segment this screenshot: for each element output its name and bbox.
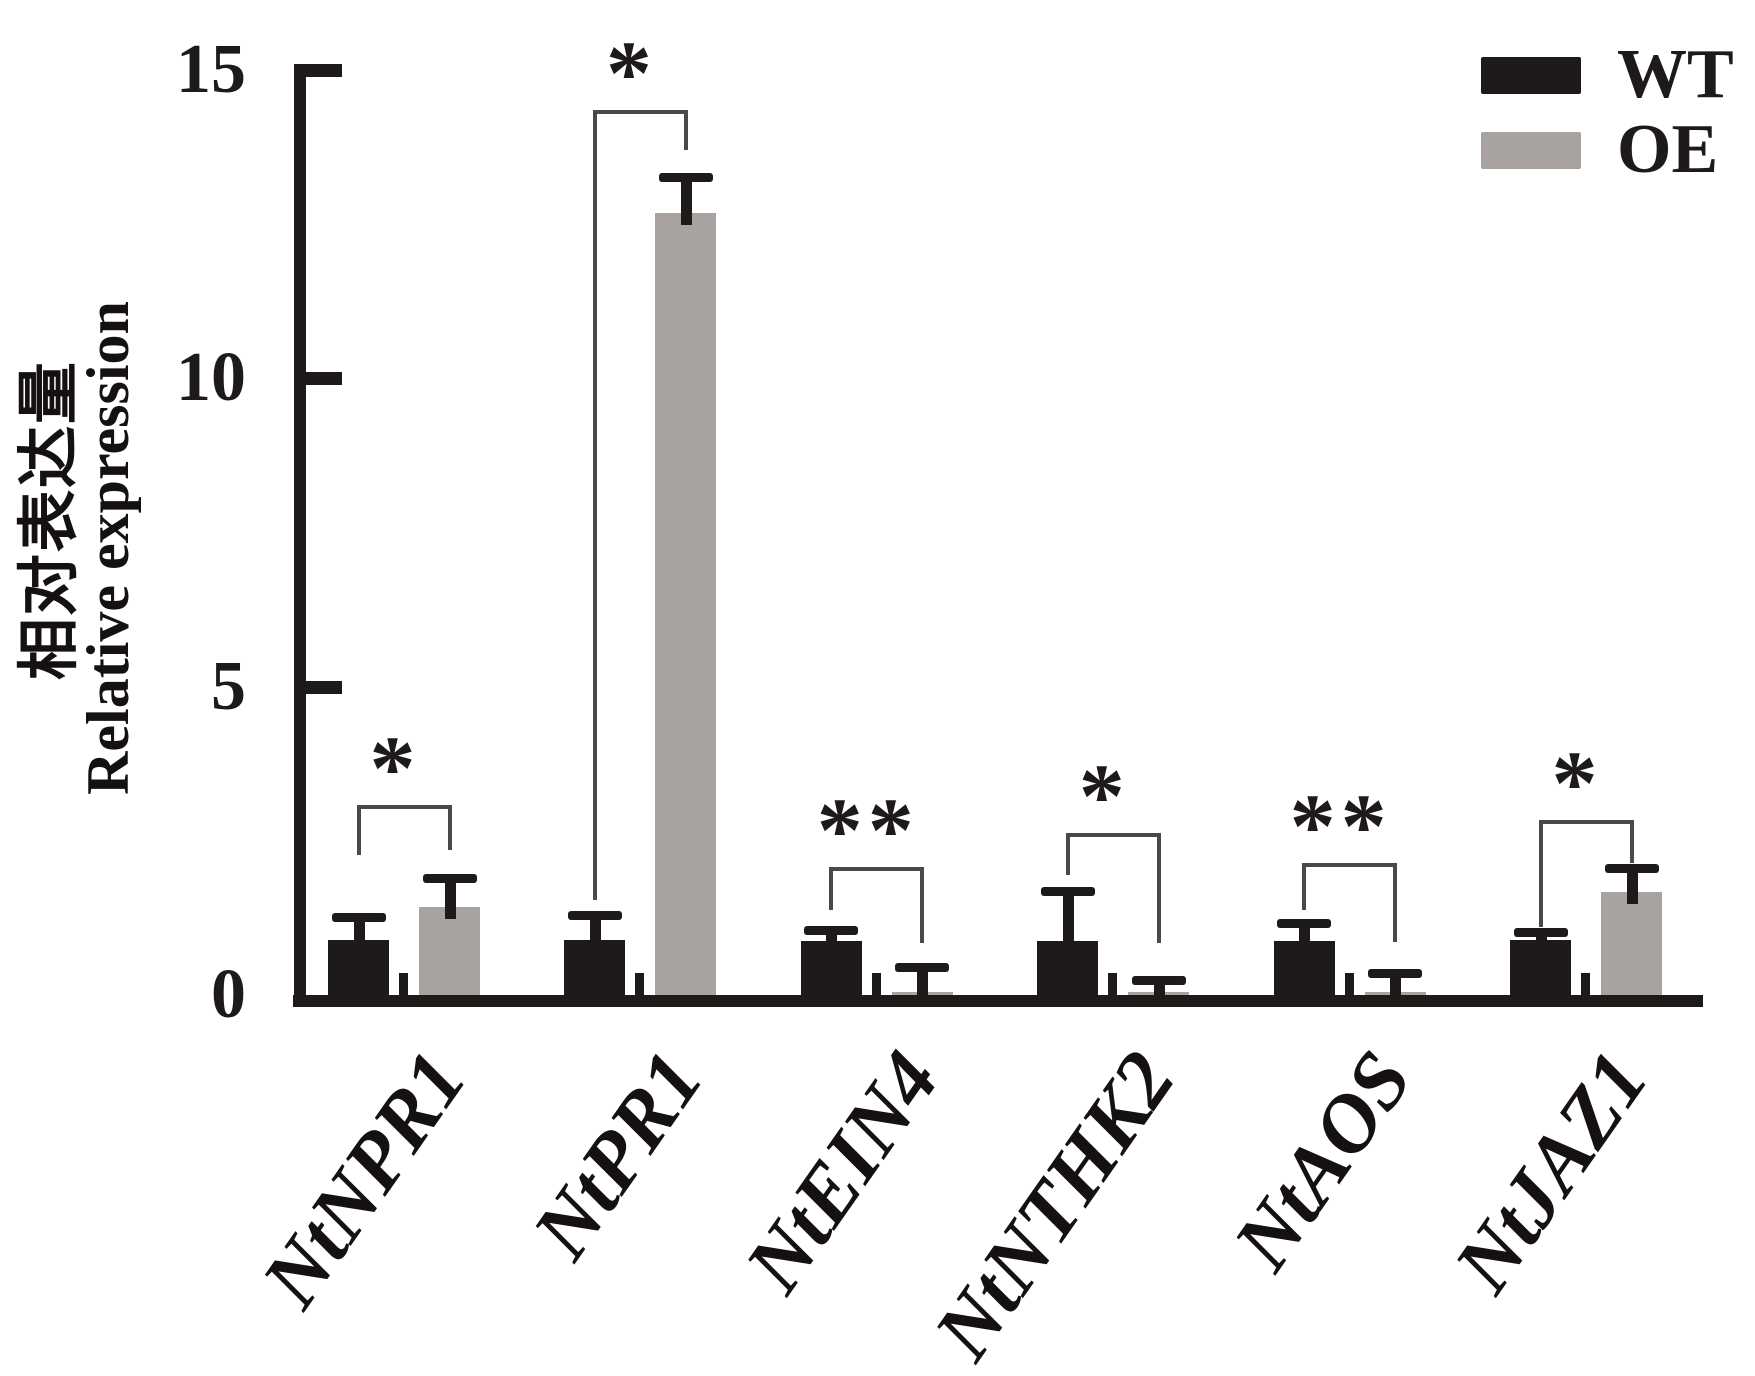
bar-oe-NtNPR1 bbox=[419, 906, 480, 995]
bar-oe-NtJAZ1 bbox=[1601, 892, 1662, 995]
sig-label-NtNPR1: * bbox=[369, 717, 421, 820]
errorcap-oe-NtNPR1 bbox=[422, 873, 477, 883]
x-tick-NtAOS bbox=[1344, 973, 1354, 995]
legend-swatch-wt bbox=[1481, 56, 1581, 94]
y-tick-10 bbox=[306, 372, 342, 386]
legend-item-wt: WT bbox=[1481, 36, 1734, 113]
sig-bracket-right-NtJAZ1 bbox=[1629, 819, 1634, 864]
y-tick-label-5: 5 bbox=[211, 647, 246, 725]
sig-bracket-left-NtEIN4 bbox=[829, 866, 834, 910]
sig-bracket-top-NtNTHK2 bbox=[1065, 832, 1161, 837]
y-tick-label-10: 10 bbox=[176, 339, 246, 417]
sig-bracket-right-NtEIN4 bbox=[920, 866, 925, 944]
errorbar-wt-NtJAZ1 bbox=[1535, 932, 1547, 959]
sig-bracket-top-NtJAZ1 bbox=[1538, 819, 1634, 824]
sig-bracket-left-NtAOS bbox=[1302, 863, 1307, 910]
x-category-label-NtAOS: NtAOS bbox=[1215, 1035, 1429, 1286]
errorcap-oe-NtNTHK2 bbox=[1131, 976, 1186, 986]
x-category-label-NtNTHK2: NtNTHK2 bbox=[916, 1035, 1193, 1376]
errorbar-oe-NtPR1 bbox=[680, 176, 692, 226]
sig-bracket-right-NtAOS bbox=[1393, 863, 1398, 942]
errorbar-wt-NtEIN4 bbox=[826, 930, 838, 960]
y-tick-5 bbox=[306, 680, 342, 694]
sig-label-NtAOS: ** bbox=[1289, 775, 1392, 878]
sig-label-NtJAZ1: * bbox=[1551, 731, 1603, 834]
sig-bracket-left-NtPR1 bbox=[592, 110, 597, 901]
errorbar-wt-NtNTHK2 bbox=[1062, 890, 1074, 959]
y-tick-15 bbox=[306, 63, 342, 77]
errorcap-oe-NtEIN4 bbox=[895, 963, 950, 973]
errorcap-wt-NtPR1 bbox=[567, 910, 622, 920]
errorbar-oe-NtJAZ1 bbox=[1626, 867, 1638, 904]
x-tick-NtNTHK2 bbox=[1108, 973, 1118, 995]
x-tick-NtEIN4 bbox=[871, 973, 881, 995]
y-axis-title-zh: 相对表达量 bbox=[16, 360, 84, 681]
x-tick-NtPR1 bbox=[635, 973, 645, 995]
sig-bracket-left-NtNTHK2 bbox=[1065, 832, 1070, 875]
errorbar-wt-NtAOS bbox=[1299, 922, 1311, 959]
x-category-label-NtPR1: NtPR1 bbox=[514, 1035, 720, 1275]
sig-label-NtEIN4: ** bbox=[816, 778, 919, 881]
errorcap-wt-NtEIN4 bbox=[804, 926, 859, 936]
sig-bracket-right-NtPR1 bbox=[683, 110, 688, 151]
sig-bracket-right-NtNPR1 bbox=[447, 805, 452, 851]
sig-bracket-right-NtNTHK2 bbox=[1156, 832, 1161, 944]
errorbar-oe-NtNTHK2 bbox=[1153, 980, 1165, 995]
x-axis-line bbox=[293, 995, 1703, 1007]
y-tick-label-15: 15 bbox=[176, 30, 246, 108]
sig-bracket-left-NtJAZ1 bbox=[1538, 819, 1543, 928]
sig-bracket-top-NtAOS bbox=[1302, 863, 1398, 868]
errorcap-wt-NtNPR1 bbox=[331, 913, 386, 923]
legend-label-wt: WT bbox=[1617, 36, 1734, 113]
legend-swatch-oe bbox=[1481, 131, 1581, 169]
x-category-label-NtJAZ1: NtJAZ1 bbox=[1436, 1035, 1666, 1308]
sig-label-NtNTHK2: * bbox=[1078, 744, 1130, 847]
errorcap-oe-NtPR1 bbox=[658, 172, 713, 182]
sig-bracket-top-NtPR1 bbox=[592, 110, 688, 115]
y-tick-label-0: 0 bbox=[211, 956, 246, 1033]
legend-label-oe: OE bbox=[1617, 111, 1719, 188]
y-axis-title-en: Relative expression bbox=[75, 301, 141, 795]
errorcap-oe-NtJAZ1 bbox=[1604, 863, 1659, 873]
errorcap-wt-NtJAZ1 bbox=[1513, 928, 1568, 938]
errorbar-wt-NtNPR1 bbox=[353, 917, 365, 959]
sig-bracket-top-NtEIN4 bbox=[829, 866, 925, 871]
bar-oe-NtPR1 bbox=[655, 213, 717, 995]
sig-bracket-left-NtNPR1 bbox=[356, 805, 361, 855]
legend: WT OE bbox=[1481, 36, 1734, 191]
errorbar-oe-NtEIN4 bbox=[917, 967, 929, 995]
x-tick-NtJAZ1 bbox=[1581, 973, 1590, 995]
errorcap-wt-NtAOS bbox=[1277, 918, 1332, 928]
sig-bracket-top-NtNPR1 bbox=[356, 805, 452, 810]
sig-label-NtPR1: * bbox=[605, 22, 657, 125]
errorcap-oe-NtAOS bbox=[1368, 968, 1423, 978]
legend-item-oe: OE bbox=[1481, 111, 1734, 188]
errorcap-wt-NtNTHK2 bbox=[1040, 886, 1095, 896]
y-axis-line bbox=[294, 64, 306, 1007]
x-tick-NtNPR1 bbox=[399, 973, 408, 995]
x-category-label-NtEIN4: NtEIN4 bbox=[727, 1035, 957, 1308]
x-category-label-NtNPR1: NtNPR1 bbox=[244, 1035, 484, 1323]
errorbar-oe-NtNPR1 bbox=[444, 877, 456, 919]
errorbar-oe-NtAOS bbox=[1390, 972, 1402, 995]
bar-chart-figure: 相对表达量 Relative expression 0 5 10 15 * NtNPR1 *… bbox=[16, 22, 1734, 1375]
errorbar-wt-NtPR1 bbox=[589, 914, 601, 959]
